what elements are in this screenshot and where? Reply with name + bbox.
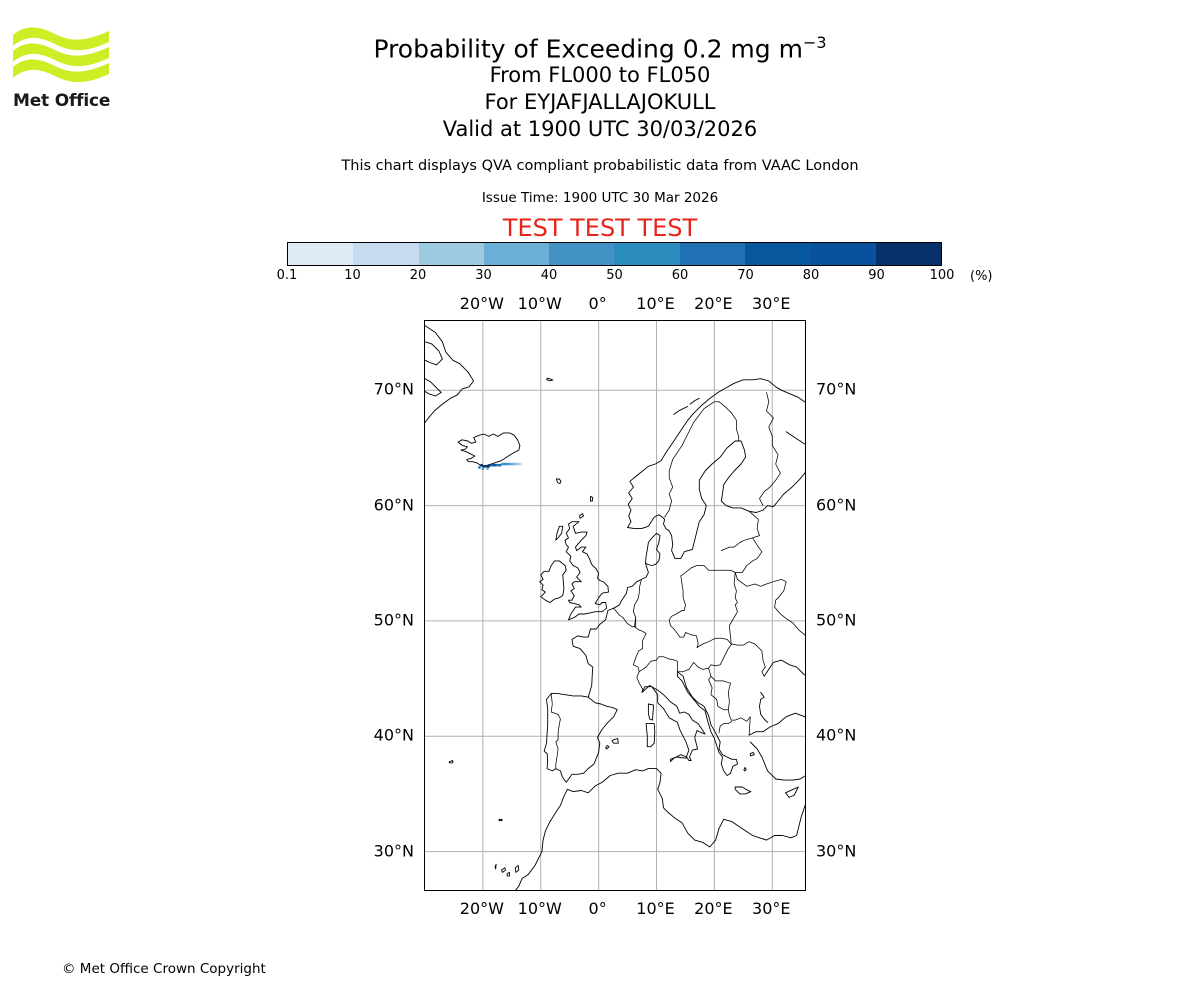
lat-label-right-60°N: 60°N xyxy=(816,495,857,515)
lat-label-right-40°N: 40°N xyxy=(816,725,857,745)
colorbar-tick-10: 10 xyxy=(344,268,361,283)
lon-label-bottom-20°W: 20°W xyxy=(459,899,504,918)
lon-label-top-20°W: 20°W xyxy=(459,294,504,313)
ash-plume-overlay xyxy=(478,462,523,470)
lon-label-bottom-0°: 0° xyxy=(588,899,607,918)
met-office-logo xyxy=(13,25,109,113)
lon-label-bottom-10°E: 10°E xyxy=(636,899,675,918)
colorbar-tick-90: 90 xyxy=(868,268,885,283)
colorbar-tick-30: 30 xyxy=(475,268,492,283)
map-coastlines xyxy=(425,325,805,890)
plume-cell-18 xyxy=(478,466,481,469)
plume-cell-10 xyxy=(503,462,507,466)
plume-cell-15 xyxy=(515,462,518,466)
lat-label-right-30°N: 30°N xyxy=(816,841,857,861)
met-office-waves-icon xyxy=(13,27,109,83)
lon-label-bottom-10°W: 10°W xyxy=(517,899,562,918)
colorbar-band-3 xyxy=(483,243,550,265)
page-title-text: Probability of Exceeding 0.2 mg m xyxy=(373,34,803,64)
lon-label-top-10°W: 10°W xyxy=(517,294,562,313)
colorbar-band-2 xyxy=(418,243,484,265)
plume-cell-12 xyxy=(508,462,511,466)
colorbar-tick-80: 80 xyxy=(802,268,820,283)
colorbar-tick-40: 40 xyxy=(540,268,558,283)
lon-label-top-30°E: 30°E xyxy=(752,294,791,313)
colorbar-band-0 xyxy=(288,243,354,265)
plume-cell-11 xyxy=(506,462,509,466)
page-title-exponent: −3 xyxy=(802,33,827,52)
lon-label-top-20°E: 20°E xyxy=(694,294,733,313)
probability-colorbar xyxy=(287,242,942,266)
plume-cell-16 xyxy=(517,462,520,466)
valid-time: Valid at 1900 UTC 30/03/2026 xyxy=(442,117,758,141)
colorbar-band-1 xyxy=(353,243,419,265)
colorbar-band-8 xyxy=(810,243,876,265)
lat-label-left-40°N: 40°N xyxy=(373,725,414,745)
lat-label-left-60°N: 60°N xyxy=(373,495,414,515)
colorbar-band-9 xyxy=(875,243,941,265)
colorbar-tick-20: 20 xyxy=(409,268,427,283)
issue-time: Issue Time: 1900 UTC 30 Mar 2026 xyxy=(481,190,719,206)
colorbar-tick-60: 60 xyxy=(671,268,689,283)
lat-label-left-30°N: 30°N xyxy=(373,841,414,861)
map-gridlines xyxy=(425,321,805,890)
lon-label-bottom-20°E: 20°E xyxy=(694,899,733,918)
colorbar-tick-0.1: 0.1 xyxy=(276,268,298,283)
volcano-name: For EYJAFJALLAJOKULL xyxy=(484,90,716,114)
plume-cell-5 xyxy=(492,463,495,467)
colorbar-band-6 xyxy=(679,243,746,265)
page-title: Probability of Exceeding 0.2 mg m−3 xyxy=(0,28,1200,64)
colorbar-bands xyxy=(287,242,942,266)
lat-label-right-70°N: 70°N xyxy=(816,379,857,399)
plume-cell-0 xyxy=(480,463,483,467)
colorbar-band-4 xyxy=(549,243,615,265)
plume-cell-17 xyxy=(519,462,523,466)
plume-cell-3 xyxy=(487,465,490,468)
colorbar-unit-label: (%) xyxy=(970,269,993,284)
plume-cell-4 xyxy=(489,463,493,467)
plume-cell-8 xyxy=(499,463,502,467)
copyright-notice: © Met Office Crown Copyright xyxy=(62,961,266,977)
plume-cell-2 xyxy=(485,465,488,468)
flight-level-range: From FL000 to FL050 xyxy=(489,63,711,87)
plume-cell-19 xyxy=(481,467,485,470)
colorbar-tick-50: 50 xyxy=(606,268,623,283)
plume-cell-1 xyxy=(482,465,486,468)
lat-label-right-50°N: 50°N xyxy=(816,610,857,630)
test-banner: TEST TEST TEST xyxy=(502,214,698,242)
lon-label-bottom-30°E: 30°E xyxy=(752,899,791,918)
colorbar-tick-labels: 0.1 10 20 30 40 50 60 70 80 90 100 xyxy=(277,268,955,288)
colorbar-band-7 xyxy=(745,243,811,265)
plume-cell-6 xyxy=(494,463,497,467)
plume-cell-7 xyxy=(496,463,500,467)
plume-cell-14 xyxy=(512,462,516,466)
plume-cell-20 xyxy=(486,467,489,470)
colorbar-band-5 xyxy=(614,243,680,265)
colorbar-tick-70: 70 xyxy=(737,268,754,283)
colorbar-tick-100: 100 xyxy=(929,268,955,283)
lat-label-left-70°N: 70°N xyxy=(373,379,414,399)
lat-label-left-50°N: 50°N xyxy=(373,610,414,630)
met-office-wordmark: Met Office xyxy=(13,91,111,111)
plume-cell-13 xyxy=(510,462,513,466)
plume-cell-9 xyxy=(501,462,504,466)
lon-label-top-0°: 0° xyxy=(588,294,607,313)
map-frame xyxy=(424,320,806,891)
lon-label-top-10°E: 10°E xyxy=(636,294,675,313)
qva-note: This chart displays QVA compliant probab… xyxy=(341,158,859,174)
map-panel: 20°W 20°W 10°W 10°W 0° 0° 10°E 10°E 20°E 20°E 30°E… xyxy=(374,294,857,918)
